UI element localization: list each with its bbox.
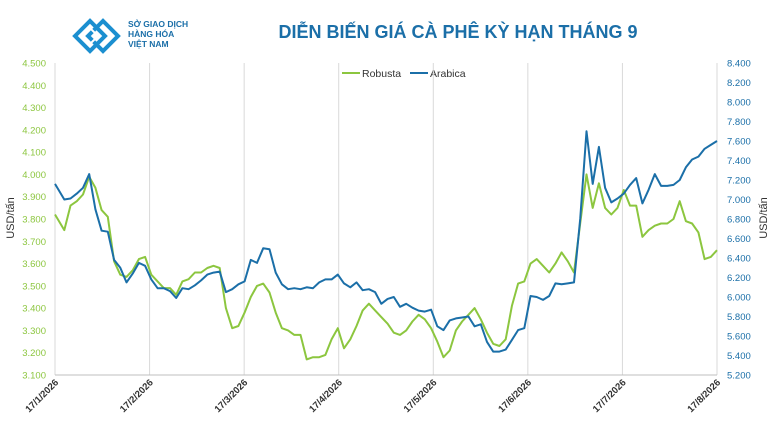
y-right-tick-label: 6.600 [727, 234, 751, 245]
logo-text-line3: VIỆT NAM [128, 38, 169, 49]
y-left-tick-label: 3.700 [22, 237, 46, 248]
logo: SỞ GIAO DỊCH HÀNG HÓA VIỆT NAM [72, 18, 188, 54]
x-tick-labels: 17/1/2026 17/2/2026 17/3/2026 17/4/2026 17/5… [23, 377, 723, 415]
y-left-tick-label: 3.900 [22, 192, 46, 203]
y-right-tick-label: 5.200 [727, 371, 751, 382]
y-right-tick-label: 6.400 [727, 254, 751, 265]
y-left-tick-label: 3.200 [22, 348, 46, 359]
y-right-tick-label: 8.200 [727, 78, 751, 89]
y-left-tick-label: 4.500 [22, 59, 46, 70]
logo-text-line1: SỞ GIAO DỊCH [128, 18, 188, 29]
series-lines [54, 130, 718, 361]
y-left-tick-label: 4.100 [22, 148, 46, 159]
y-right-tick-label: 5.400 [727, 351, 751, 362]
x-tick-label: 17/5/2026 [402, 377, 440, 415]
x-tick-label: 17/6/2026 [496, 377, 534, 415]
y-left-tick-label: 3.800 [22, 215, 46, 226]
legend-arabica-label: Arabica [430, 68, 466, 80]
y-right-tick-label: 5.800 [727, 312, 751, 323]
y-left-tick-labels: 3.100 3.200 3.300 3.400 3.500 3.600 3.700 3.800… [22, 59, 46, 382]
series-line-robusta [54, 173, 718, 361]
gridlines [54, 63, 718, 376]
y-right-tick-label: 7.000 [727, 195, 751, 206]
chart-title: DIỄN BIẾN GIÁ CÀ PHÊ KỲ HẠN THÁNG 9 [278, 21, 637, 42]
x-tick-label: 17/7/2026 [591, 377, 629, 415]
y-right-tick-label: 6.800 [727, 215, 751, 226]
logo-mark-icon [72, 18, 121, 54]
x-tick-label: 17/2/2026 [118, 377, 156, 415]
y-left-tick-label: 4.000 [22, 170, 46, 181]
y-right-tick-label: 8.400 [727, 59, 751, 70]
y-left-tick-label: 4.300 [22, 103, 46, 114]
y-right-tick-label: 7.600 [727, 137, 751, 148]
y-right-tick-label: 6.200 [727, 273, 751, 284]
y-left-tick-label: 3.600 [22, 259, 46, 270]
y-right-tick-labels: 5.200 5.400 5.600 5.800 6.000 6.200 6.400 6.600… [727, 59, 751, 382]
x-tick-label: 17/3/2026 [213, 377, 251, 415]
legend-robusta-label: Robusta [362, 68, 401, 80]
legend: Robusta Arabica [342, 68, 466, 80]
x-tick-label: 17/4/2026 [307, 377, 345, 415]
y-right-tick-label: 7.800 [727, 117, 751, 128]
y-right-tick-label: 8.000 [727, 98, 751, 109]
y-right-tick-label: 7.200 [727, 176, 751, 187]
series-line-arabica [54, 130, 718, 353]
y-left-axis-title: USD/tấn [5, 197, 17, 239]
y-right-axis-title: USD/tấn [758, 197, 770, 239]
y-left-tick-label: 3.500 [22, 281, 46, 292]
x-tick-label: 17/8/2026 [685, 377, 723, 415]
y-left-tick-label: 3.400 [22, 304, 46, 315]
y-right-tick-label: 6.000 [727, 293, 751, 304]
y-left-tick-label: 4.200 [22, 125, 46, 136]
y-left-tick-label: 4.400 [22, 81, 46, 92]
y-right-tick-label: 5.600 [727, 332, 751, 343]
y-left-tick-label: 3.100 [22, 371, 46, 382]
y-right-tick-label: 7.400 [727, 156, 751, 167]
logo-text-line2: HÀNG HÓA [128, 28, 174, 39]
y-left-tick-label: 3.300 [22, 326, 46, 337]
x-tick-label: 17/1/2026 [23, 377, 61, 415]
